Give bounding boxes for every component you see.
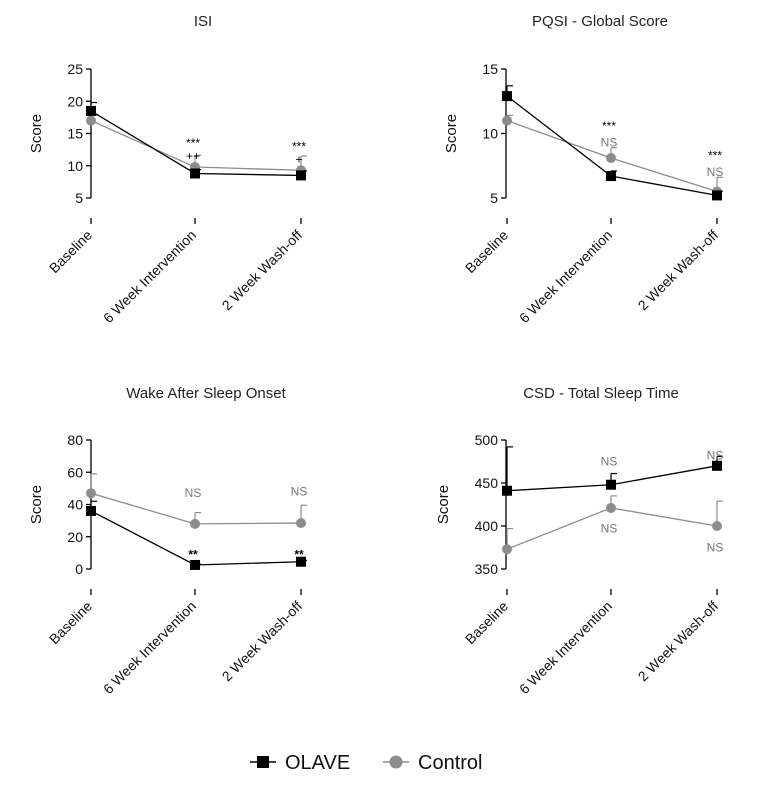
y-tick-label: 0 — [75, 561, 83, 577]
x-tick-label: 6 Week Intervention — [100, 598, 199, 697]
significance-annotation: NS — [185, 486, 202, 500]
series-olave — [86, 101, 307, 181]
y-tick-label: 60 — [67, 464, 83, 480]
data-point-olave — [190, 168, 200, 179]
series-control — [502, 495, 723, 555]
significance-annotation: ++ — [186, 149, 200, 163]
data-point-olave — [190, 559, 200, 570]
series-control — [86, 473, 307, 529]
x-tick-label: 2 Week Wash-off — [635, 598, 722, 685]
data-point-control — [712, 521, 722, 531]
x-tick-label: Baseline — [462, 598, 511, 647]
data-point-control — [86, 488, 96, 499]
y-tick-label: 10 — [482, 126, 498, 142]
data-point-olave — [606, 479, 616, 490]
series-olave — [86, 500, 307, 570]
series-olave — [502, 446, 723, 496]
significance-annotation: NS — [601, 136, 618, 150]
y-tick-label: 15 — [482, 61, 498, 77]
data-point-control — [606, 502, 616, 513]
significance-annotation: NS — [707, 165, 724, 179]
x-tick-label: Baseline — [46, 227, 95, 276]
chart-title: PQSI - Global Score — [532, 13, 668, 30]
significance-annotation: ** — [188, 547, 198, 561]
significance-annotation: *** — [708, 148, 722, 162]
data-point-olave — [86, 505, 96, 516]
chart-panel-1: ISI 5 10 15 20 25 Score Baseline 6 Week Interven… — [28, 13, 307, 326]
series-olave — [502, 85, 723, 201]
significance-annotation: NS — [707, 448, 724, 462]
significance-annotation: + — [295, 152, 302, 166]
chart-panel-4: CSD - Total Sleep Time 350 400 450 500 Score B… — [435, 385, 723, 697]
data-point-olave — [86, 105, 96, 116]
chart-title: CSD - Total Sleep Time — [523, 385, 679, 402]
series-control — [86, 114, 307, 176]
data-point-olave — [712, 460, 722, 471]
y-tick-label: 20 — [67, 529, 83, 545]
data-point-control — [190, 518, 200, 529]
x-tick-label: 2 Week Wash-off — [219, 227, 306, 314]
chart-panel-2: PQSI - Global Score 5 10 15 Score Baseline 6 W… — [443, 13, 723, 326]
legend-label-control: Control — [418, 752, 482, 774]
significance-annotation: *** — [602, 119, 616, 133]
y-tick-label: 400 — [475, 518, 499, 534]
y-tick-label: 15 — [67, 126, 83, 142]
chart-title: Wake After Sleep Onset — [126, 385, 286, 402]
significance-annotation: *** — [292, 139, 306, 153]
data-point-control — [296, 518, 306, 529]
data-point-control — [606, 153, 616, 164]
y-tick-label: 25 — [67, 61, 83, 77]
significance-annotation: *** — [186, 136, 200, 150]
y-axis-label: Score — [443, 114, 460, 153]
x-tick-label: 6 Week Intervention — [100, 227, 199, 326]
significance-annotation: NS — [707, 541, 724, 555]
y-tick-label: 10 — [67, 158, 83, 174]
y-axis-label: Score — [28, 485, 45, 524]
x-tick-label: 2 Week Wash-off — [219, 598, 306, 685]
data-point-olave — [712, 190, 722, 201]
y-tick-label: 450 — [475, 475, 499, 491]
y-axis-label: Score — [435, 485, 452, 524]
legend-marker-control — [389, 755, 403, 769]
legend-label-olave: OLAVE — [285, 752, 350, 774]
y-tick-label: 40 — [67, 497, 83, 513]
y-tick-label: 350 — [475, 561, 499, 577]
data-point-control — [502, 115, 512, 126]
significance-annotation: NS — [601, 522, 618, 536]
data-point-control — [86, 115, 96, 126]
x-tick-label: 6 Week Intervention — [516, 227, 615, 326]
y-tick-label: 20 — [67, 93, 83, 109]
y-tick-label: 5 — [490, 190, 498, 206]
data-point-olave — [606, 171, 616, 182]
chart-panel-3: Wake After Sleep Onset 0 20 40 60 80 Score Base… — [28, 385, 307, 697]
legend: OLAVE Control — [250, 752, 482, 774]
data-point-control — [502, 544, 512, 555]
y-axis-label: Score — [28, 114, 45, 153]
x-tick-label: 2 Week Wash-off — [635, 227, 722, 314]
chart-title: ISI — [194, 13, 212, 30]
x-tick-label: Baseline — [462, 227, 511, 276]
legend-marker-olave — [257, 756, 269, 768]
significance-annotation: ** — [294, 547, 304, 561]
data-point-olave — [296, 556, 306, 567]
x-tick-label: 6 Week Intervention — [516, 598, 615, 697]
significance-annotation: NS — [291, 485, 308, 499]
significance-annotation: NS — [601, 455, 618, 469]
x-tick-label: Baseline — [46, 598, 95, 647]
y-tick-label: 80 — [67, 432, 83, 448]
data-point-olave — [296, 170, 306, 181]
y-tick-label: 500 — [475, 432, 499, 448]
y-tick-label: 5 — [75, 190, 83, 206]
data-point-olave — [502, 91, 512, 102]
data-point-olave — [502, 485, 512, 496]
